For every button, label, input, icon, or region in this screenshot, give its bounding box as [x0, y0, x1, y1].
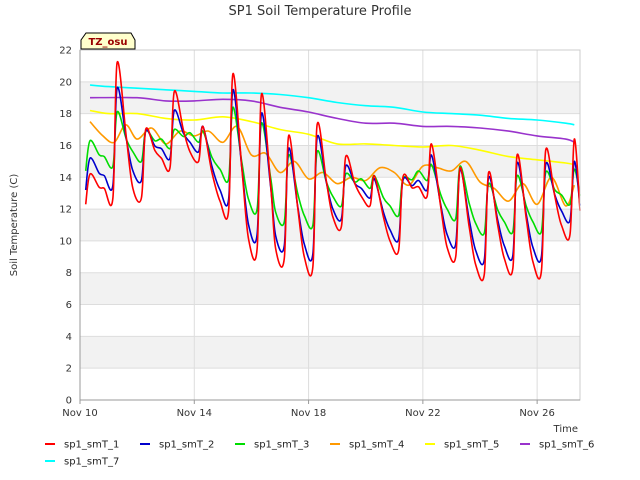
series-layer — [84, 60, 581, 282]
plot-band — [80, 240, 580, 273]
axes — [79, 49, 581, 401]
plot-band — [80, 304, 580, 337]
plot-band — [80, 209, 580, 241]
x-tick-label: Nov 22 — [405, 408, 440, 419]
plot-band — [80, 50, 580, 82]
plot-background — [80, 50, 580, 400]
x-axis-label: Time — [553, 424, 578, 435]
series-line-sp1_smT_3 — [84, 106, 581, 236]
y-tick-label: 14 — [59, 173, 72, 184]
legend-label: sp1_smT_3 — [254, 440, 309, 451]
legend-label: sp1_smT_7 — [64, 457, 119, 468]
y-tick-label: 18 — [59, 109, 72, 120]
series-line-sp1_smT_1 — [84, 60, 581, 282]
x-tick-label: Nov 14 — [177, 408, 212, 419]
y-tick-label: 20 — [59, 77, 72, 88]
annotation-label: TZ_osu — [88, 37, 127, 48]
y-tick-label: 2 — [66, 364, 72, 375]
y-tick-label: 16 — [59, 141, 72, 152]
legend-label: sp1_smT_1 — [64, 440, 119, 451]
chart-title: SP1 Soil Temperature Profile — [229, 4, 412, 19]
series-line-sp1_smT_7 — [89, 84, 575, 126]
x-tick-label: Nov 26 — [519, 408, 554, 419]
y-axis-label: Soil Temperature (C) — [9, 174, 20, 277]
y-tick-label: 8 — [66, 268, 72, 279]
y-tick-label: 0 — [66, 396, 72, 407]
legend-label: sp1_smT_6 — [539, 440, 594, 451]
plot-band — [80, 81, 580, 114]
series-line-sp1_smT_6 — [89, 96, 575, 144]
x-tick-label: Nov 10 — [62, 408, 97, 419]
plot-band — [80, 272, 580, 305]
legend-label: sp1_smT_4 — [349, 440, 404, 451]
y-tick-label: 10 — [59, 236, 72, 247]
y-tick-label: 22 — [59, 46, 72, 57]
y-tick-label: 12 — [59, 205, 72, 216]
y-tick-label: 4 — [66, 332, 72, 343]
legend-label: sp1_smT_2 — [159, 440, 214, 451]
legend: sp1_smT_1 sp1_smT_2 sp1_smT_3 sp1_smT_4 sp1_… — [45, 440, 594, 468]
series-line-sp1_smT_5 — [89, 109, 575, 166]
annotation-box: TZ_osu — [80, 32, 136, 50]
legend-label: sp1_smT_5 — [444, 440, 499, 451]
plot-band — [80, 368, 580, 400]
plot-band — [80, 336, 580, 369]
tick-labels: 0 2 4 6 8 10 12 14 16 18 20 22 Nov 10 Nov 14 Nov 18 Nov… — [59, 46, 555, 420]
x-tick-label: Nov 18 — [291, 408, 326, 419]
y-tick-label: 6 — [66, 300, 72, 311]
